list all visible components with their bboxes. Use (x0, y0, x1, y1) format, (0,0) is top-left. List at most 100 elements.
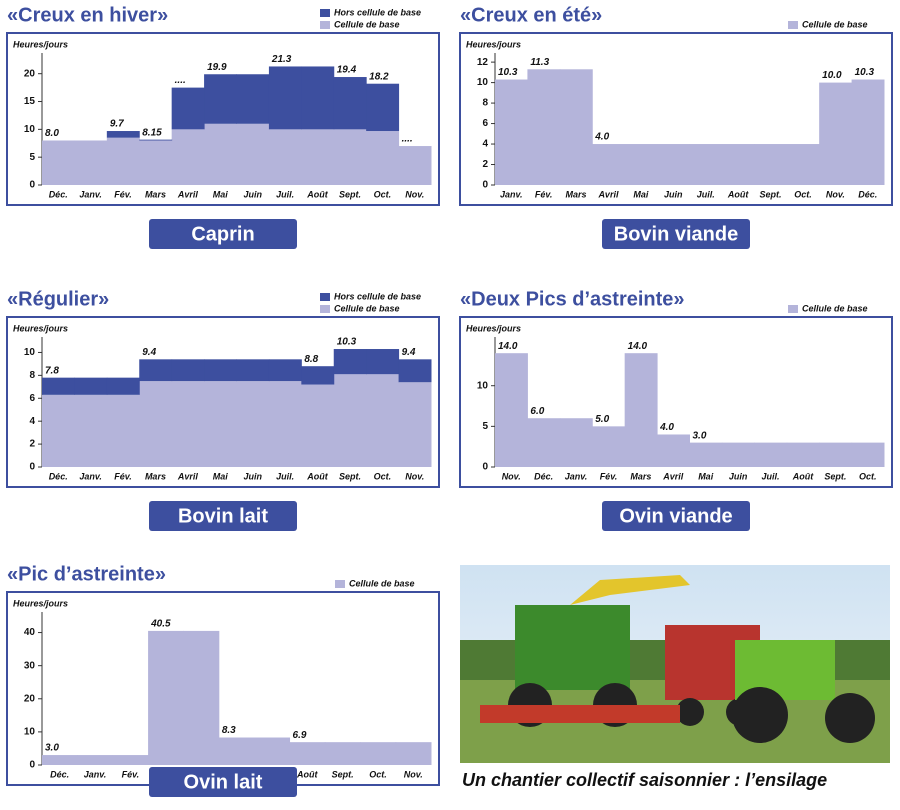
value-label: 10.0 (822, 70, 842, 81)
banner-label: Bovin lait (178, 505, 268, 527)
x-tick-label: Mars (145, 471, 166, 481)
bar-step (204, 359, 237, 382)
value-label: 6.0 (530, 406, 544, 417)
x-tick-label: Juil. (697, 189, 715, 199)
bar-step (592, 144, 626, 185)
value-label: 5.0 (595, 414, 609, 425)
x-tick-label: Déc. (49, 471, 68, 481)
bar-step (139, 359, 173, 382)
chart-title: «Deux Pics d’astreinte» (460, 288, 685, 310)
value-label: 9.7 (110, 119, 124, 130)
bar-step (268, 381, 302, 467)
x-tick-label: Nov. (404, 769, 423, 779)
value-label: 8.0 (45, 128, 59, 139)
bar-step (721, 442, 755, 467)
bar-step (689, 442, 723, 467)
chart: «Deux Pics d’astreinte» Heures/jours 0 5 10 N… (459, 288, 893, 531)
y-tick-label: 10 (477, 380, 489, 391)
bar-step (171, 129, 205, 185)
bar-step (754, 144, 788, 185)
bar-step (624, 353, 658, 467)
x-tick-label: Déc. (858, 189, 877, 199)
bar-step (77, 755, 114, 765)
value-label: 19.9 (207, 62, 227, 73)
x-tick-label: Août (306, 189, 328, 199)
value-label: 11.3 (530, 57, 549, 68)
banner (149, 501, 297, 531)
y-tick-label: 15 (24, 96, 36, 107)
chart: «Creux en été» Heures/jours 0 2 4 6 8 10 12 Janv.… (459, 4, 893, 249)
x-tick-label: Fév. (114, 471, 132, 481)
bar-step (395, 742, 432, 765)
x-tick-label: Mars (630, 471, 651, 481)
x-tick-label: Oct. (374, 189, 392, 199)
banner (149, 767, 297, 797)
legend-label: Cellule de base (802, 303, 868, 313)
x-tick-label: Mai (213, 471, 229, 481)
bar-step (398, 146, 432, 185)
x-tick-label: Août (727, 189, 749, 199)
chart-title: «Creux en été» (460, 4, 602, 26)
y-tick-label: 6 (482, 118, 488, 129)
bar-step (42, 394, 75, 467)
chart-frame (6, 32, 440, 206)
bar-step (171, 359, 205, 382)
banner-label: Caprin (191, 223, 254, 245)
value-label: 19.4 (337, 65, 357, 76)
chart-title: «Creux en hiver» (7, 4, 168, 26)
chart-title: «Régulier» (7, 288, 109, 310)
legend-label: Hors cellule de base (334, 7, 421, 17)
photo-spout (570, 575, 690, 605)
bar-step (74, 377, 108, 395)
bar-step (398, 382, 432, 467)
x-tick-label: Nov. (502, 471, 521, 481)
x-tick-label: Sept. (339, 189, 361, 199)
value-label: 4.0 (594, 132, 609, 143)
bar-step (366, 349, 400, 375)
bar-step (268, 129, 302, 185)
x-tick-label: Août (792, 471, 814, 481)
photo-caption: Un chantier collectif saisonnier : l’ens… (462, 770, 827, 790)
x-tick-label: Fév. (114, 189, 132, 199)
x-tick-label: Déc. (49, 189, 68, 199)
y-tick-label: 10 (477, 77, 489, 88)
photo-wheel (676, 698, 704, 726)
photo-harvester (515, 605, 630, 690)
x-tick-label: Janv. (500, 189, 523, 199)
photo-wheel (732, 687, 788, 743)
photo-wheel (825, 693, 875, 743)
y-tick-label: 0 (482, 180, 488, 191)
y-tick-label: 4 (482, 139, 488, 150)
x-tick-label: Août (296, 769, 318, 779)
bar-step (148, 630, 184, 765)
x-tick-label: Juin (729, 471, 748, 481)
legend-label: Cellule de base (334, 19, 400, 29)
chart-title: «Pic d’astreinte» (7, 563, 166, 585)
x-tick-label: Oct. (374, 471, 392, 481)
bar-step (42, 755, 78, 765)
x-tick-label: Mai (633, 189, 649, 199)
y-tick-label: 0 (29, 180, 35, 191)
bar-step (236, 381, 270, 467)
banner (149, 219, 297, 249)
x-tick-label: Juin (664, 189, 683, 199)
bar-step (624, 144, 658, 185)
x-tick-label: Juil. (276, 189, 294, 199)
x-tick-label: Mars (145, 189, 166, 199)
bar-step (754, 442, 788, 467)
x-tick-label: Fév. (535, 189, 553, 199)
bar-step (360, 742, 397, 765)
photo (460, 565, 890, 763)
bar-step (268, 359, 302, 382)
value-label: 8.8 (304, 354, 318, 365)
bar-step (112, 755, 149, 765)
bar-step (559, 69, 593, 185)
y-tick-label: 10 (24, 347, 36, 358)
bar-step (106, 394, 140, 467)
bar-step (42, 140, 75, 185)
bar-step (74, 140, 108, 185)
x-tick-label: Nov. (405, 189, 424, 199)
chart: «Régulier» Heures/jours 0 2 4 6 8 10 Déc. Janv. Fé… (6, 288, 440, 531)
bar-step (657, 144, 690, 185)
